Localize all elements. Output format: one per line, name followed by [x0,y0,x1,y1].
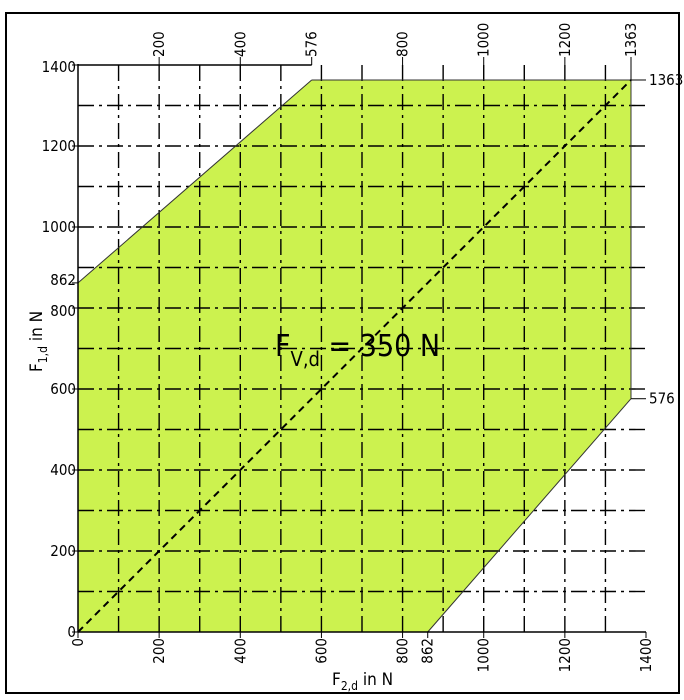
x-tick-label: 1000 [475,638,493,672]
y-right-tick-label: 1363 [649,71,683,89]
figure-border [5,12,680,694]
region-boundary [427,398,632,633]
x-top-tick-label: 1363 [622,23,640,57]
x-tick-label: 0 [69,638,87,647]
x-top-tick-label: 400 [231,31,249,57]
region-boundary [77,79,313,284]
x-tick-label: 200 [150,638,168,664]
x-tick-label: 1200 [556,638,574,672]
y-right-tick-label: 576 [649,390,675,408]
y-tick-label: 0 [67,623,76,641]
y-tick-label: 1000 [42,218,76,236]
x-top-tick-label: 1200 [556,23,574,57]
x-top-tick-label: 576 [303,31,321,57]
annotation-label: FV,d = 350 N [275,329,440,371]
y-tick-label: 1200 [42,137,76,155]
x-top-tick-label: 1000 [475,23,493,57]
diagonal-line [77,79,632,633]
x-tick-label: 1400 [637,638,655,672]
x-tick-label: 600 [312,638,330,664]
y-tick-label: 862 [50,271,76,289]
x-tick-label: 400 [231,638,249,664]
x-top-tick-label: 800 [394,31,412,57]
x-tick-label: 800 [394,638,412,664]
x-top-tick-label: 200 [150,31,168,57]
y-tick-label: 400 [50,461,76,479]
y-tick-label: 800 [50,302,76,320]
y-tick-label: 200 [50,542,76,560]
x-axis-title: F2,d in N [332,670,393,693]
y-tick-label: 1400 [42,58,76,76]
y-tick-label: 600 [50,380,76,398]
x-tick-label: 862 [419,638,437,664]
y-axis-title: F1,d in N [27,311,50,372]
